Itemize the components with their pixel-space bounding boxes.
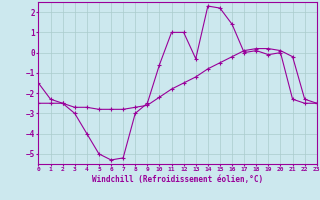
X-axis label: Windchill (Refroidissement éolien,°C): Windchill (Refroidissement éolien,°C) — [92, 175, 263, 184]
